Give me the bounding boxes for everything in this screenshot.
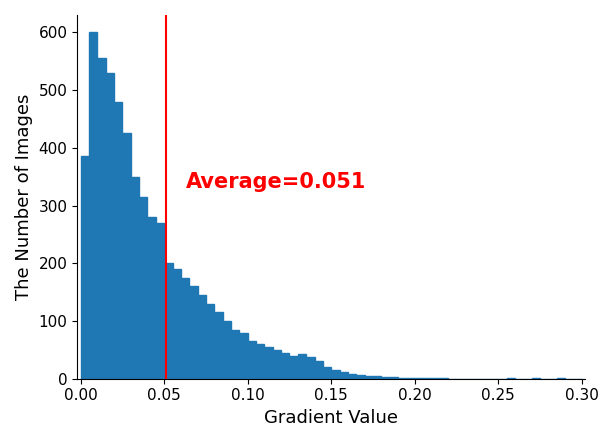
Y-axis label: The Number of Images: The Number of Images [15,94,33,300]
Bar [265,347,273,379]
Bar [147,217,156,379]
Bar [423,378,432,379]
Bar [306,357,314,379]
Bar [365,376,373,379]
Bar [289,356,298,379]
Bar [98,58,106,379]
Bar [273,350,281,379]
Bar [532,378,540,379]
Bar [114,102,122,379]
X-axis label: Gradient Value: Gradient Value [264,409,398,427]
Bar [390,377,398,379]
Bar [356,375,365,379]
Bar [406,377,415,379]
Bar [122,133,131,379]
Bar [89,32,98,379]
Bar [189,286,198,379]
Bar [373,377,381,379]
Bar [415,378,423,379]
Bar [181,278,189,379]
Bar [106,73,114,379]
Bar [206,304,214,379]
Bar [173,269,181,379]
Bar [440,378,448,379]
Bar [139,197,147,379]
Text: Average=0.051: Average=0.051 [186,172,367,192]
Bar [398,377,406,379]
Bar [131,177,139,379]
Bar [432,378,440,379]
Bar [223,321,231,379]
Bar [156,223,164,379]
Bar [198,295,206,379]
Bar [340,372,348,379]
Bar [214,312,223,379]
Bar [80,156,89,379]
Bar [314,362,323,379]
Bar [348,374,356,379]
Bar [323,367,331,379]
Bar [256,344,265,379]
Bar [239,332,247,379]
Bar [247,341,256,379]
Bar [164,263,173,379]
Bar [281,353,289,379]
Bar [381,377,390,379]
Bar [298,354,306,379]
Bar [331,370,340,379]
Bar [507,378,515,379]
Bar [557,378,565,379]
Bar [231,330,239,379]
